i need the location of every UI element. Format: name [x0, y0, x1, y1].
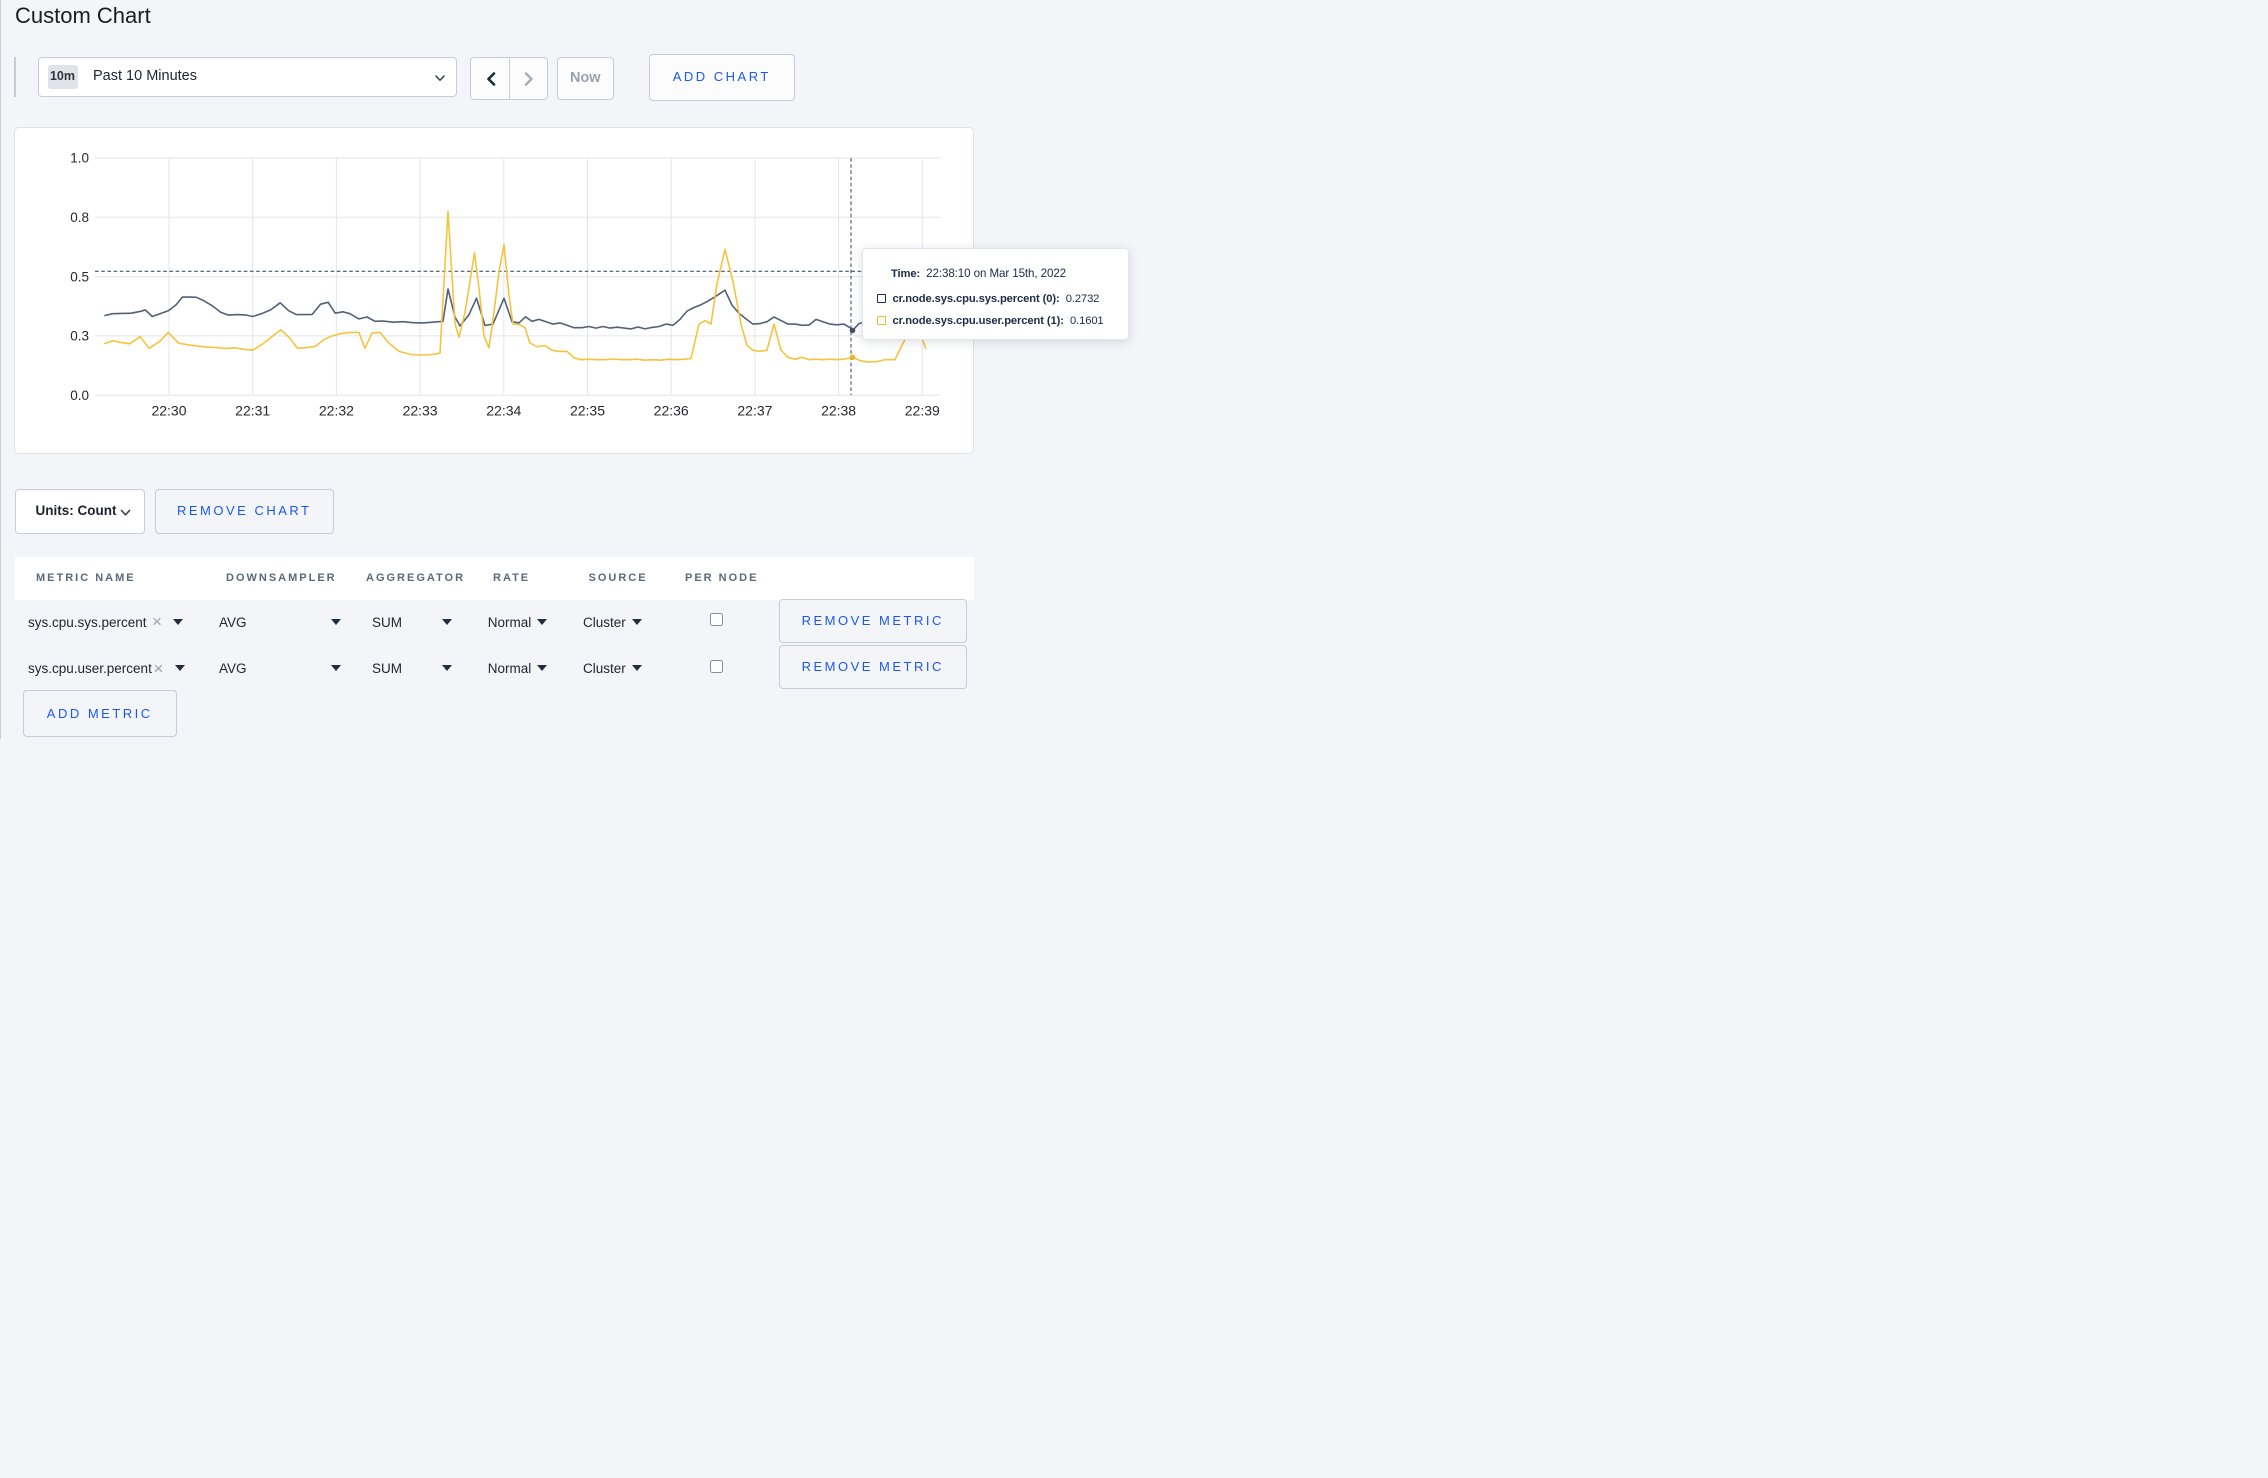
svg-text:1.0: 1.0: [70, 151, 89, 166]
svg-text:22:32: 22:32: [319, 403, 354, 419]
svg-text:22:33: 22:33: [403, 403, 438, 419]
svg-text:22:30: 22:30: [151, 403, 186, 419]
svg-text:22:37: 22:37: [737, 403, 772, 419]
svg-text:0.0: 0.0: [70, 388, 89, 403]
svg-text:22:34: 22:34: [486, 403, 521, 419]
svg-text:0.5: 0.5: [70, 269, 89, 284]
svg-text:22:31: 22:31: [235, 403, 270, 419]
svg-text:22:36: 22:36: [654, 403, 689, 419]
svg-text:22:35: 22:35: [570, 403, 605, 419]
svg-text:22:39: 22:39: [905, 403, 940, 419]
svg-text:0.8: 0.8: [70, 210, 89, 225]
svg-text:0.3: 0.3: [70, 329, 89, 344]
svg-text:22:38: 22:38: [821, 403, 856, 419]
